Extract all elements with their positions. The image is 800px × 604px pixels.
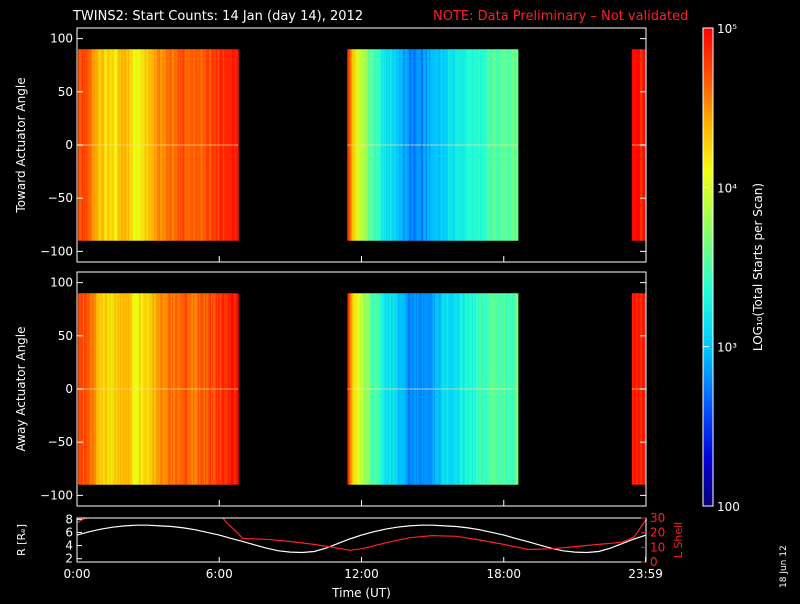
colorbar-tick-label: 100 (717, 500, 740, 514)
y-tick-label: 100 (50, 276, 73, 290)
x-tick-label: 0:00 (64, 567, 91, 581)
y-tick-label: 0 (65, 382, 73, 396)
data-interval-0 (78, 293, 238, 484)
away-actuator-panel: 100 50 0 −50 −100 Away Actuator Angle (14, 272, 646, 506)
l-shell-series-line (77, 514, 646, 551)
orbit-frame (77, 518, 646, 562)
chart-title: TWINS2: Start Counts: 14 Jan (day 14), 2… (72, 9, 363, 24)
colorbar-tick-label: 10³ (717, 341, 737, 355)
right-tick-label: 10 (650, 540, 665, 554)
data-interval-0 (78, 49, 238, 240)
y-axis-label: Toward Actuator Angle (14, 77, 28, 213)
y-tick-label: −50 (48, 435, 73, 449)
y-tick-label: 50 (58, 85, 73, 99)
y-tick-label: 0 (65, 138, 73, 152)
y-tick-label: −100 (40, 244, 73, 258)
left-tick-label: 4 (65, 539, 73, 553)
colorbar-tick-label: 10⁴ (717, 181, 737, 195)
colorbar-label: LOG₁₀(Total Starts per Scan) (751, 183, 765, 351)
preliminary-note: NOTE: Data Preliminary – Not validated (433, 9, 688, 24)
left-axis-label: R [Rₑ] (15, 524, 28, 556)
left-tick-label: 8 (65, 512, 73, 526)
datestamp: 18 Jun 12 (779, 545, 789, 588)
y-tick-label: 50 (58, 329, 73, 343)
toward-actuator-panel: 100 50 0 −50 −100 Toward Actuator Angle (14, 28, 646, 262)
y-tick-label: 100 (50, 32, 73, 46)
right-tick-label: 20 (650, 526, 665, 540)
data-interval-1 (347, 293, 518, 484)
colorbar-tick-label: 10⁵ (717, 22, 737, 36)
colorbar: 10⁵ 10⁴ 10³ 100 LOG₁₀(Total Starts per Scan) (703, 22, 765, 514)
right-axis-label: L Shell (672, 522, 685, 558)
left-tick-label: 2 (65, 552, 73, 566)
left-tick-label: 6 (65, 525, 73, 539)
right-tick-label: 30 (650, 511, 665, 525)
y-tick-label: −50 (48, 191, 73, 205)
y-axis-label: Away Actuator Angle (14, 326, 28, 451)
y-tick-label: −100 (40, 488, 73, 502)
data-interval-1 (347, 49, 518, 240)
x-tick-label: 6:00 (206, 567, 233, 581)
colorbar-gradient (703, 28, 713, 506)
x-axis-label: Time (UT) (331, 586, 391, 600)
x-tick-label: 12:00 (344, 567, 379, 581)
x-tick-label: 18:00 (486, 567, 521, 581)
x-tick-label: 23:59 (628, 567, 663, 581)
